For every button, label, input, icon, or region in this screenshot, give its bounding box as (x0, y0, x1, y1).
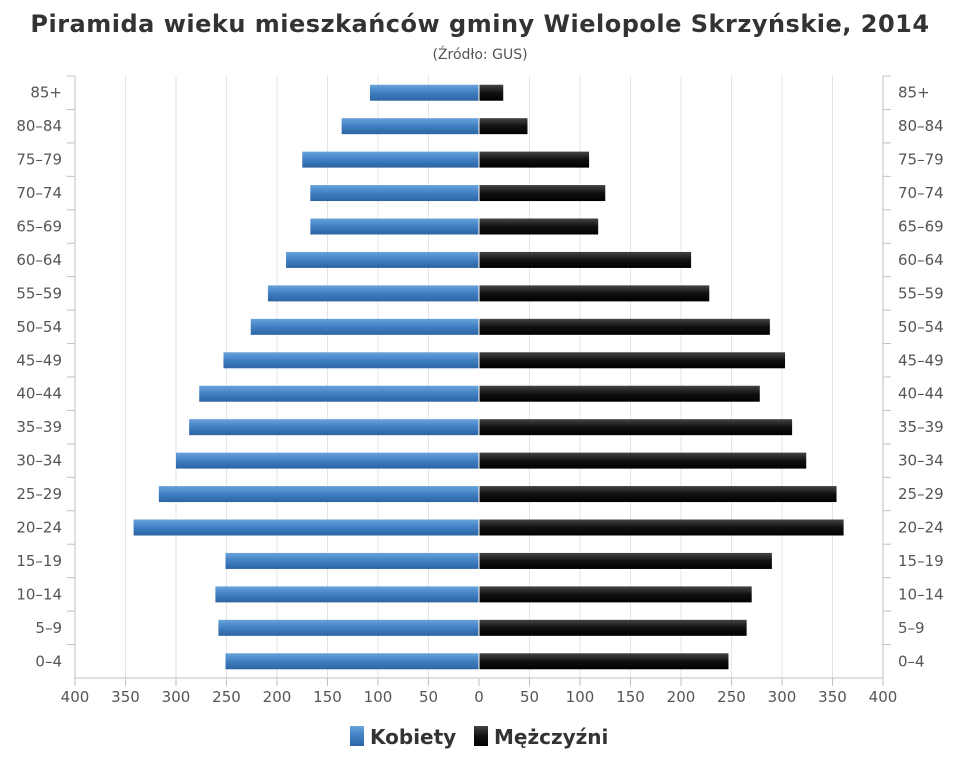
bar-kobiety-85+[interactable] (369, 84, 479, 101)
y-tick-label-right: 5–9 (898, 619, 925, 637)
y-tick-label-left: 55–59 (16, 284, 62, 302)
bar-kobiety-15-19[interactable] (225, 552, 479, 569)
y-tick-label-right: 10–14 (898, 585, 944, 603)
bar-kobiety-55-59[interactable] (267, 285, 479, 302)
x-tick-label: 300 (768, 688, 797, 706)
x-tick-label: 350 (818, 688, 847, 706)
x-tick-label: 150 (616, 688, 645, 706)
bar-kobiety-70-74[interactable] (310, 185, 479, 202)
x-tick-label: 0 (474, 688, 484, 706)
bar-kobiety-80-84[interactable] (341, 118, 479, 135)
bar-mezczyzni-20-24[interactable] (479, 519, 844, 536)
y-tick-label-right: 45–49 (898, 351, 944, 369)
bar-mezczyzni-30-34[interactable] (479, 452, 807, 469)
y-tick-label-left: 80–84 (16, 117, 62, 135)
bar-mezczyzni-10-14[interactable] (479, 586, 752, 603)
y-tick-label-right: 60–64 (898, 251, 944, 269)
y-tick-label-left: 70–74 (16, 184, 62, 202)
y-tick-label-left: 45–49 (16, 351, 62, 369)
y-tick-label-right: 85+ (898, 84, 930, 102)
y-tick-label-right: 55–59 (898, 284, 944, 302)
y-tick-label-left: 10–14 (16, 585, 62, 603)
y-tick-label-right: 40–44 (898, 385, 944, 403)
y-tick-label-left: 20–24 (16, 519, 62, 537)
bar-mezczyzni-65-69[interactable] (479, 218, 599, 235)
legend: Kobiety Mężczyźni (350, 725, 608, 749)
y-tick-label-left: 60–64 (16, 251, 62, 269)
chart-subtitle: (Źródło: GUS) (432, 45, 527, 63)
bar-mezczyzni-40-44[interactable] (479, 385, 760, 402)
bar-mezczyzni-50-54[interactable] (479, 318, 770, 335)
bar-kobiety-40-44[interactable] (199, 385, 480, 402)
y-tick-label-right: 30–34 (898, 452, 944, 470)
legend-swatch-kobiety[interactable] (350, 726, 364, 746)
bar-kobiety-45-49[interactable] (223, 352, 479, 369)
x-tick-label: 350 (111, 688, 140, 706)
bar-mezczyzni-70-74[interactable] (479, 185, 606, 202)
y-tick-label-left: 0–4 (35, 652, 62, 670)
x-tick-label: 150 (313, 688, 342, 706)
y-tick-label-right: 80–84 (898, 117, 944, 135)
x-tick-label: 200 (263, 688, 292, 706)
y-tick-label-right: 25–29 (898, 485, 944, 503)
bar-mezczyzni-85+[interactable] (479, 84, 504, 101)
y-tick-label-left: 30–34 (16, 452, 62, 470)
y-tick-label-right: 65–69 (898, 218, 944, 236)
bar-mezczyzni-45-49[interactable] (479, 352, 786, 369)
chart-title: Piramida wieku mieszkańców gminy Wielopo… (30, 10, 929, 38)
y-tick-label-right: 35–39 (898, 418, 944, 436)
y-tick-label-left: 35–39 (16, 418, 62, 436)
y-tick-label-left: 40–44 (16, 385, 62, 403)
bar-mezczyzni-80-84[interactable] (479, 118, 528, 135)
y-tick-label-right: 75–79 (898, 151, 944, 169)
y-tick-label-left: 15–19 (16, 552, 62, 570)
x-tick-label: 100 (364, 688, 393, 706)
bar-kobiety-10-14[interactable] (215, 586, 479, 603)
y-tick-label-left: 50–54 (16, 318, 62, 336)
bar-mezczyzni-5-9[interactable] (479, 619, 747, 636)
x-tick-label: 400 (61, 688, 90, 706)
bar-kobiety-0-4[interactable] (225, 653, 479, 670)
bar-mezczyzni-35-39[interactable] (479, 419, 793, 436)
x-tick-label: 50 (520, 688, 539, 706)
y-tick-label-left: 65–69 (16, 218, 62, 236)
bar-kobiety-30-34[interactable] (176, 452, 479, 469)
x-tick-label: 200 (667, 688, 696, 706)
bar-mezczyzni-15-19[interactable] (479, 552, 772, 569)
y-tick-label-left: 5–9 (35, 619, 62, 637)
bar-mezczyzni-75-79[interactable] (479, 151, 590, 168)
bar-kobiety-5-9[interactable] (218, 619, 480, 636)
bar-kobiety-50-54[interactable] (250, 318, 479, 335)
bar-kobiety-20-24[interactable] (133, 519, 479, 536)
x-tick-label: 250 (212, 688, 241, 706)
x-tick-label: 100 (566, 688, 595, 706)
legend-label-kobiety[interactable]: Kobiety (370, 725, 456, 749)
bar-mezczyzni-25-29[interactable] (479, 486, 837, 503)
y-tick-label-right: 15–19 (898, 552, 944, 570)
y-tick-label-right: 70–74 (898, 184, 944, 202)
x-tick-label: 250 (717, 688, 746, 706)
bar-mezczyzni-60-64[interactable] (479, 251, 692, 268)
x-tick-label: 300 (162, 688, 191, 706)
legend-swatch-mezczyzni[interactable] (474, 726, 488, 746)
y-tick-label-left: 75–79 (16, 151, 62, 169)
bar-mezczyzni-0-4[interactable] (479, 653, 729, 670)
bar-mezczyzni-55-59[interactable] (479, 285, 710, 302)
bar-kobiety-75-79[interactable] (302, 151, 479, 168)
y-tick-label-right: 20–24 (898, 519, 944, 537)
bar-kobiety-60-64[interactable] (286, 251, 479, 268)
x-tick-label: 400 (869, 688, 898, 706)
legend-label-mezczyzni[interactable]: Mężczyźni (494, 725, 608, 749)
bar-kobiety-25-29[interactable] (158, 486, 479, 503)
bar-kobiety-65-69[interactable] (310, 218, 479, 235)
x-tick-label: 50 (419, 688, 438, 706)
y-tick-label-left: 25–29 (16, 485, 62, 503)
bar-kobiety-35-39[interactable] (189, 419, 479, 436)
y-tick-label-right: 50–54 (898, 318, 944, 336)
y-tick-label-right: 0–4 (898, 652, 925, 670)
y-tick-label-left: 85+ (30, 84, 62, 102)
